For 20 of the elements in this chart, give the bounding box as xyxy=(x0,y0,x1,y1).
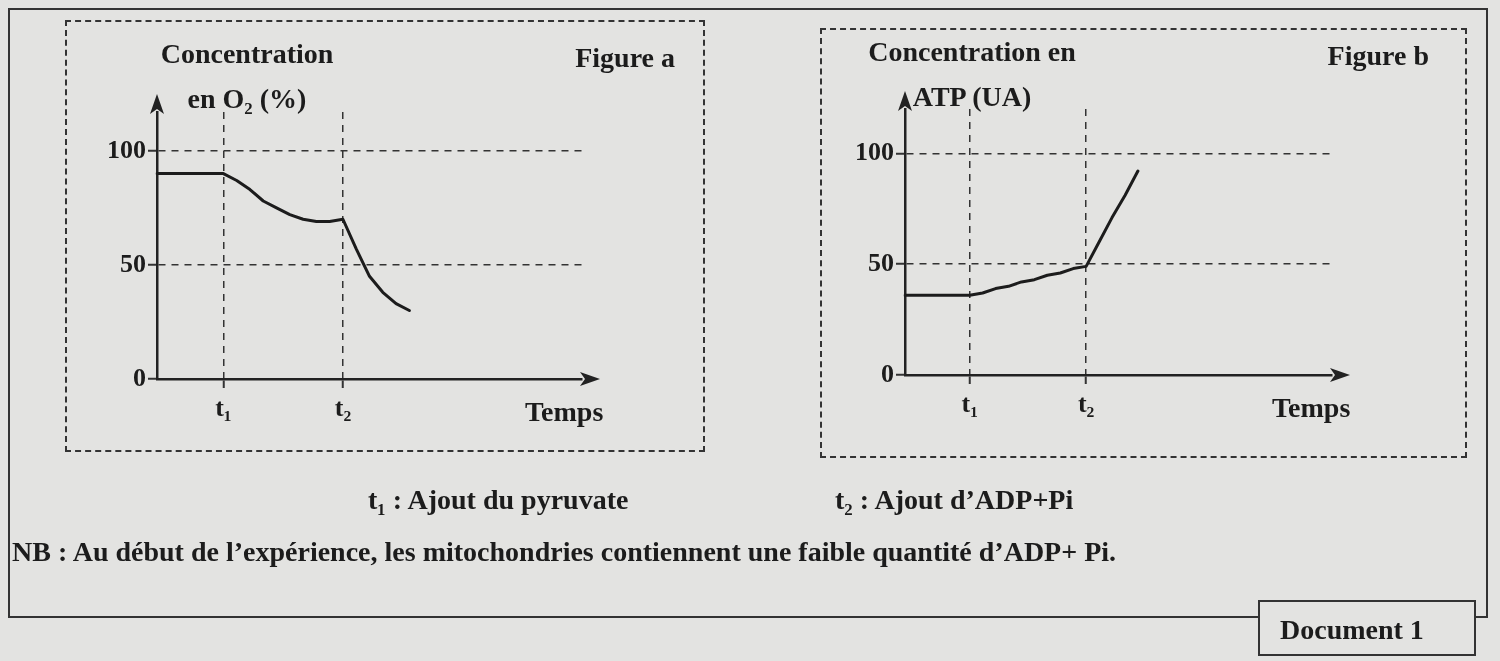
x-tick-label: t₂ xyxy=(1077,389,1095,419)
y-axis-title: Concentration en ATP (UA) xyxy=(867,35,1077,114)
x-tick-label: t₁ xyxy=(961,389,978,419)
y-axis-title: Concentration en O₂ (%) xyxy=(159,37,335,116)
text: NB : Au début de l’expérience, les mitochondries contiennent une faible quantité d’ADP+ Pi. xyxy=(12,535,1117,569)
x-axis-title: Temps xyxy=(525,395,604,429)
chart-title: Figure a xyxy=(575,41,675,75)
y-tick-label: 100 xyxy=(855,137,894,167)
x-axis-title: Temps xyxy=(1272,391,1351,425)
y-tick-label: 50 xyxy=(120,248,146,278)
x-tick-label: t₁ xyxy=(215,393,232,423)
text: t₂ : Ajout d’ADP+Pi xyxy=(835,483,1074,517)
y-tick-label: 100 xyxy=(107,134,146,164)
y-tick-label: 0 xyxy=(133,362,146,392)
y-tick-label: 50 xyxy=(868,247,894,277)
y-tick-label: 0 xyxy=(881,358,894,388)
text: t₁ : Ajout du pyruvate xyxy=(368,483,629,517)
chart-title: Figure b xyxy=(1327,39,1429,73)
text: Document 1 xyxy=(1280,613,1424,647)
x-tick-label: t₂ xyxy=(334,393,352,423)
